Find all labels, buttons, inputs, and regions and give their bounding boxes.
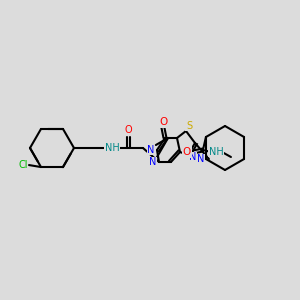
Text: Cl: Cl [18, 160, 28, 170]
Text: NH: NH [105, 143, 119, 153]
Text: N: N [197, 154, 205, 164]
Text: O: O [159, 117, 167, 127]
Text: N: N [147, 145, 155, 155]
Text: O: O [124, 125, 132, 135]
Text: N: N [149, 157, 157, 167]
Text: N: N [189, 152, 197, 162]
Text: NH: NH [208, 147, 223, 157]
Text: O: O [183, 147, 191, 157]
Text: S: S [186, 121, 192, 131]
